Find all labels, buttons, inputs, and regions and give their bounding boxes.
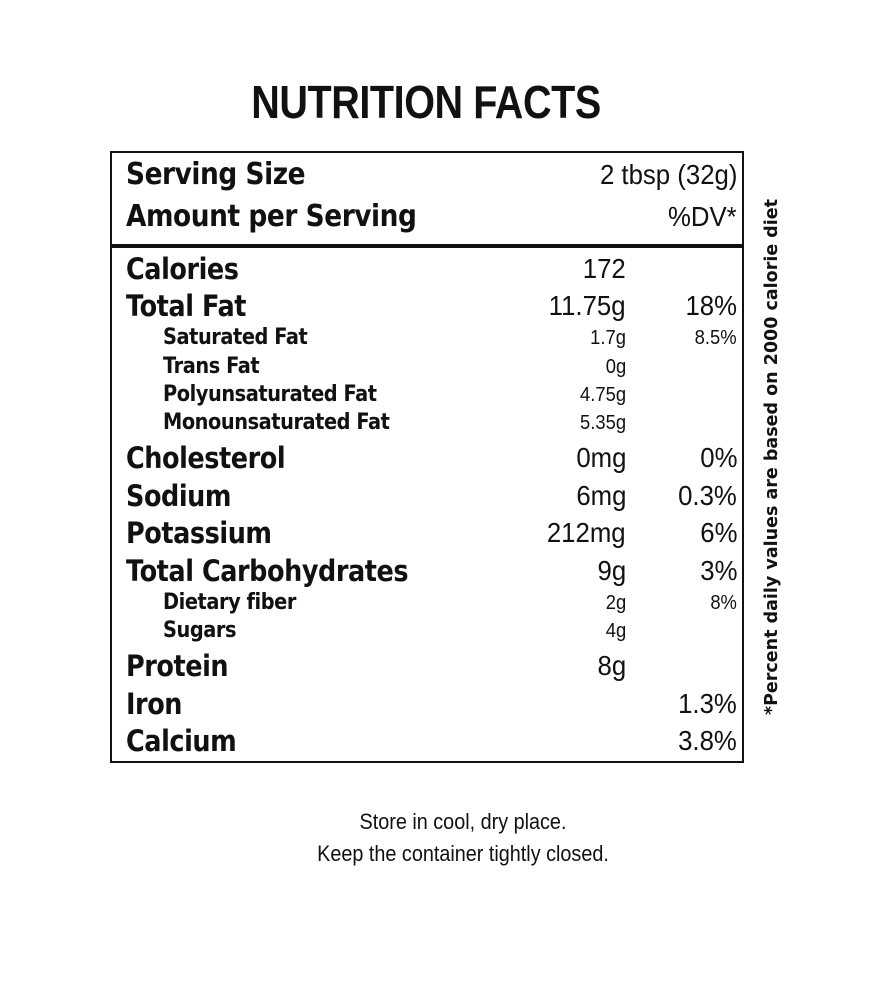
page-title: NUTRITION FACTS (251, 76, 601, 128)
nutrient-amount: 8g (597, 650, 626, 681)
nutrient-label: Potassium (126, 516, 272, 550)
amount-per-serving-label: Amount per Serving (126, 199, 417, 234)
nutrient-amount: 6mg (575, 480, 626, 511)
amount-per-serving-row: Amount per Serving %DV* (112, 197, 742, 237)
serving-size-label: Serving Size (126, 157, 306, 192)
nutrient-label: Calories (126, 252, 239, 286)
nutrient-daily-value: 1.3% (678, 688, 737, 719)
nutrient-label: Protein (126, 649, 229, 683)
nutrition-label: Serving Size 2 tbsp (32g) Amount per Ser… (110, 151, 744, 763)
nutrient-amount: 0g (605, 356, 626, 378)
nutrient-label: Total Fat (126, 289, 247, 323)
nutrient-amount: 4.75g (579, 384, 626, 406)
nutrient-amount: 1.7g (590, 327, 626, 349)
nutrient-label: Sugars (163, 618, 237, 643)
storage-note-line-1: Store in cool, dry place. (359, 809, 567, 834)
nutrient-daily-value: 0% (699, 442, 737, 473)
daily-value-header: %DV* (668, 201, 737, 232)
nutrient-amount: 172 (583, 253, 626, 284)
nutrient-amount: 5.35g (579, 412, 626, 434)
nutrient-daily-value: 3.8% (678, 725, 737, 756)
nutrient-amount: 11.75g (549, 290, 626, 321)
nutrient-label: Polyunsaturated Fat (163, 382, 377, 407)
nutrient-label: Total Carbohydrates (126, 554, 409, 588)
serving-size-value: 2 tbsp (32g) (599, 159, 737, 190)
nutrient-amount: 2g (605, 592, 626, 614)
nutrient-amount: 212mg (547, 517, 626, 548)
storage-note-line-2: Keep the container tightly closed. (317, 841, 609, 866)
nutrient-daily-value: 6% (699, 517, 737, 548)
nutrient-daily-value: 0.3% (678, 480, 737, 511)
nutrient-label: Saturated Fat (163, 325, 308, 350)
nutrient-daily-value: 18% (685, 290, 737, 321)
nutrient-label: Sodium (126, 479, 232, 513)
serving-size-row: Serving Size 2 tbsp (32g) (112, 155, 742, 195)
nutrient-daily-value: 8.5% (695, 327, 737, 349)
nutrient-amount: 0mg (575, 442, 626, 473)
nutrient-label: Cholesterol (126, 441, 286, 475)
nutrient-daily-value: 3% (699, 555, 737, 586)
nutrient-label: Calcium (126, 724, 237, 758)
nutrient-amount: 4g (605, 620, 626, 642)
daily-value-footnote-text: *Percent daily values are based on 2000 … (762, 198, 782, 716)
nutrient-daily-value: 8% (710, 592, 737, 614)
header-divider (112, 244, 742, 248)
nutrient-label: Monounsaturated Fat (163, 410, 390, 435)
nutrient-label: Iron (126, 687, 183, 721)
nutrient-amount: 9g (597, 555, 626, 586)
nutrient-label: Trans Fat (163, 354, 260, 379)
nutrient-label: Dietary fiber (163, 590, 296, 615)
